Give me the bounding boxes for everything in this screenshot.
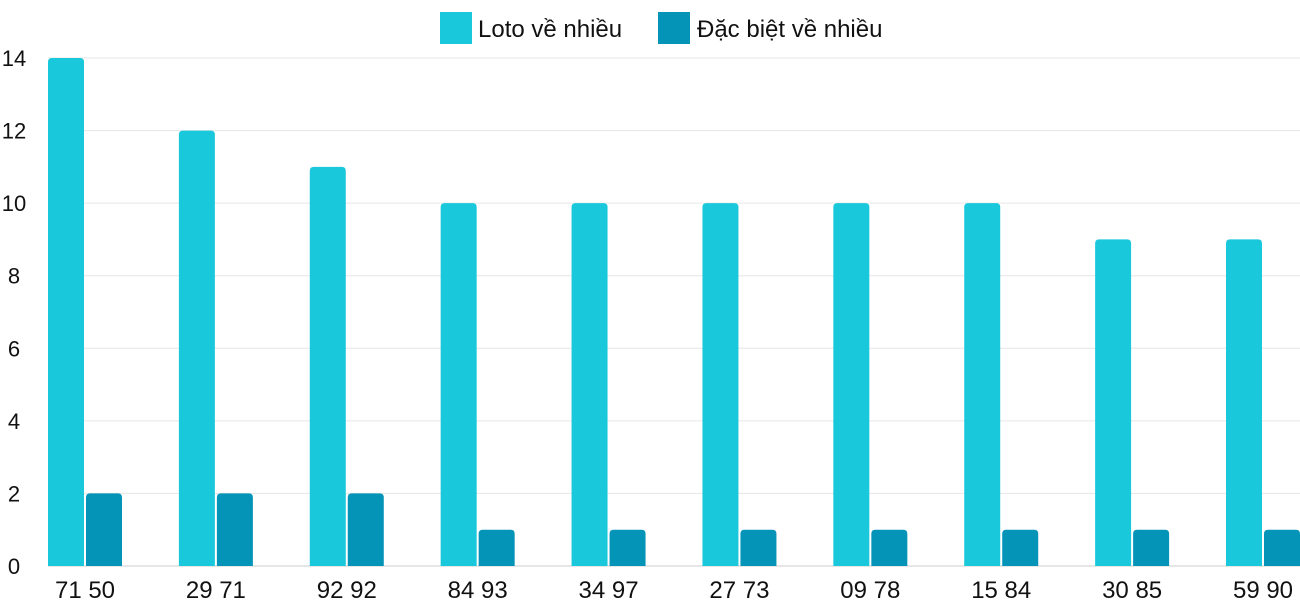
bar-dac-biet-8 <box>1133 529 1170 566</box>
x-axis: 71 50 29 71 92 92 84 93 34 97 27 73 09 78 15 84… <box>55 577 1293 604</box>
bar-dac-biet-4 <box>609 529 646 566</box>
x-tick-label: 92 92 <box>317 577 377 600</box>
y-tick-label: 2 <box>8 481 20 506</box>
x-tick-label: 15 84 <box>971 577 1031 600</box>
x-tick-label: 34 97 <box>579 577 639 600</box>
bar-dac-biet-9 <box>1264 529 1300 566</box>
bar-loto-5 <box>702 203 739 566</box>
bar-loto-8 <box>1095 239 1132 566</box>
legend-label-loto: Loto về nhiều <box>478 16 622 43</box>
bar-loto-7 <box>964 203 1001 566</box>
legend: Loto về nhiều Đặc biệt về nhiều <box>440 12 882 44</box>
bar-dac-biet-6 <box>871 529 908 566</box>
bar-loto-1 <box>178 130 215 567</box>
y-tick-label: 10 <box>2 191 26 216</box>
bar-dac-biet-1 <box>216 493 253 566</box>
x-tick-label: 29 71 <box>186 577 246 600</box>
bar-loto-2 <box>309 166 346 566</box>
bar-dac-biet-0 <box>86 493 122 566</box>
legend-label-dac-biet: Đặc biệt về nhiều <box>697 16 882 43</box>
bar-dac-biet-5 <box>740 529 777 566</box>
legend-swatch-loto <box>440 12 472 44</box>
bar-loto-0 <box>48 58 84 566</box>
x-tick-label: 27 73 <box>709 577 769 600</box>
bar-loto-3 <box>440 203 477 566</box>
bar-dac-biet-3 <box>478 529 515 566</box>
y-tick-label: 4 <box>8 409 20 434</box>
bar-dac-biet-7 <box>1002 529 1039 566</box>
legend-swatch-dac-biet <box>658 12 690 44</box>
gridlines <box>48 57 1300 567</box>
x-tick-label: 59 90 <box>1233 577 1293 600</box>
x-tick-label: 30 85 <box>1102 577 1162 600</box>
bar-loto-9 <box>1226 239 1262 566</box>
x-tick-label: 84 93 <box>448 577 508 600</box>
y-tick-label: 14 <box>2 46 26 71</box>
bar-loto-4 <box>571 203 608 566</box>
y-axis: 0 2 4 6 8 10 12 14 <box>2 46 26 579</box>
y-tick-label: 8 <box>8 264 20 289</box>
bars <box>48 58 1300 567</box>
bar-dac-biet-2 <box>347 493 384 566</box>
y-tick-label: 12 <box>2 119 26 144</box>
y-tick-label: 0 <box>8 554 20 579</box>
bar-loto-6 <box>833 203 870 566</box>
x-tick-label: 71 50 <box>55 577 115 600</box>
x-tick-label: 09 78 <box>840 577 900 600</box>
y-tick-label: 6 <box>8 336 20 361</box>
